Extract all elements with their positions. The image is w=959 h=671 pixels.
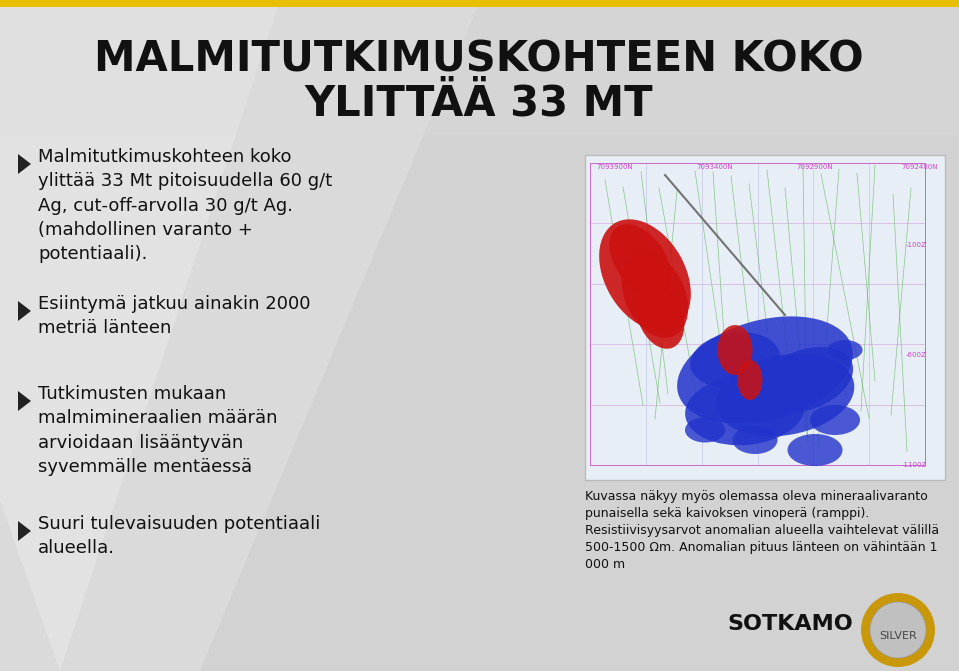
Ellipse shape <box>757 347 854 413</box>
Polygon shape <box>18 521 31 541</box>
Ellipse shape <box>685 374 805 446</box>
Text: SOTKAMO: SOTKAMO <box>727 614 853 634</box>
Bar <box>585 155 945 480</box>
Bar <box>0 0 959 7</box>
Text: SILVER: SILVER <box>879 631 917 641</box>
Polygon shape <box>0 0 480 671</box>
Ellipse shape <box>599 219 690 331</box>
Ellipse shape <box>677 317 853 423</box>
Ellipse shape <box>737 360 762 400</box>
Ellipse shape <box>715 354 854 436</box>
Text: -1100Z: -1100Z <box>901 462 927 468</box>
Text: MALMITUTKIMUSKOHTEEN KOKO: MALMITUTKIMUSKOHTEEN KOKO <box>94 38 864 80</box>
Bar <box>0 0 959 135</box>
Ellipse shape <box>609 224 670 296</box>
Text: 7093900N: 7093900N <box>596 164 633 170</box>
Ellipse shape <box>717 325 753 375</box>
Text: Kuvassa näkyy myös olemassa oleva mineraalivaranto
punaisella sekä kaivoksen vin: Kuvassa näkyy myös olemassa oleva minera… <box>585 490 939 571</box>
Text: Esiintymä jatkuu ainakin 2000
metriä länteen: Esiintymä jatkuu ainakin 2000 metriä län… <box>38 295 311 338</box>
Text: Tutkimusten mukaan
malmimineraalien määrän
arvioidaan lisääntyvän
syvemmälle men: Tutkimusten mukaan malmimineraalien määr… <box>38 385 277 476</box>
Text: -100Z: -100Z <box>906 242 927 248</box>
Wedge shape <box>861 593 935 667</box>
Polygon shape <box>18 301 31 321</box>
Polygon shape <box>18 154 31 174</box>
Ellipse shape <box>685 417 725 442</box>
Ellipse shape <box>621 252 689 338</box>
Text: 7092400N: 7092400N <box>901 164 938 170</box>
Ellipse shape <box>690 332 780 388</box>
Wedge shape <box>864 594 934 666</box>
Text: -600Z: -600Z <box>906 352 927 358</box>
Polygon shape <box>0 0 280 671</box>
Polygon shape <box>18 391 31 411</box>
Text: 7092900N: 7092900N <box>797 164 833 170</box>
Text: YLITTÄÄ 33 MT: YLITTÄÄ 33 MT <box>305 82 653 124</box>
Ellipse shape <box>733 426 778 454</box>
Ellipse shape <box>828 340 862 360</box>
Ellipse shape <box>810 405 860 435</box>
Text: Malmitutkimuskohteen koko
ylittää 33 Mt pitoisuudella 60 g/t
Ag, cut-off-arvolla: Malmitutkimuskohteen koko ylittää 33 Mt … <box>38 148 332 263</box>
Text: Suuri tulevaisuuden potentiaali
alueella.: Suuri tulevaisuuden potentiaali alueella… <box>38 515 320 558</box>
Circle shape <box>870 602 926 658</box>
Wedge shape <box>862 618 934 666</box>
Ellipse shape <box>787 434 843 466</box>
Text: 7093400N: 7093400N <box>696 164 734 170</box>
Ellipse shape <box>636 281 685 349</box>
